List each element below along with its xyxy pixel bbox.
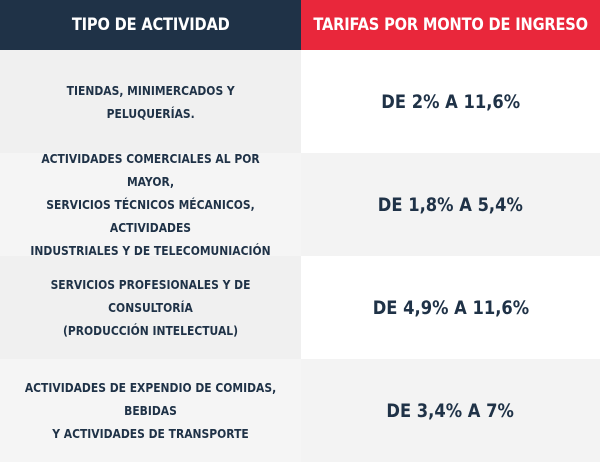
tariff-cell: DE 3,4% A 7% [301,359,600,462]
tariff-text: DE 1,8% A 5,4% [377,193,524,216]
header-tariffs-label: TARIFAS POR MONTO DE INGRESO [313,15,588,35]
header-tariffs: TARIFAS POR MONTO DE INGRESO [301,0,600,50]
table-row: ACTIVIDADES COMERCIALES AL POR MAYOR, SE… [0,151,600,258]
activity-text: ACTIVIDADES COMERCIALES AL POR MAYOR, SE… [30,151,271,258]
table-header: TIPO DE ACTIVIDAD TARIFAS POR MONTO DE I… [0,0,600,50]
header-activity-type: TIPO DE ACTIVIDAD [0,0,301,50]
activity-text: TIENDAS, MINIMERCADOS Y PELUQUERÍAS. [66,82,235,121]
tariff-cell: DE 1,8% A 5,4% [301,153,600,256]
tariff-text: DE 2% A 11,6% [381,90,520,113]
header-activity-type-label: TIPO DE ACTIVIDAD [71,15,230,35]
table-row: ACTIVIDADES DE EXPENDIO DE COMIDAS, BEBI… [0,359,600,462]
tariff-text: DE 4,9% A 11,6% [372,296,529,319]
tariff-cell: DE 2% A 11,6% [301,50,600,153]
activity-cell: TIENDAS, MINIMERCADOS Y PELUQUERÍAS. [0,50,301,153]
activity-cell: ACTIVIDADES DE EXPENDIO DE COMIDAS, BEBI… [0,359,301,462]
activity-text: ACTIVIDADES DE EXPENDIO DE COMIDAS, BEBI… [24,380,277,441]
table-row: TIENDAS, MINIMERCADOS Y PELUQUERÍAS. DE … [0,50,600,153]
tariff-text: DE 3,4% A 7% [386,399,515,422]
activity-cell: ACTIVIDADES COMERCIALES AL POR MAYOR, SE… [0,151,301,258]
tariff-cell: DE 4,9% A 11,6% [301,256,600,359]
table-row: SERVICIOS PROFESIONALES Y DE CONSULTORÍA… [0,256,600,359]
activity-text: SERVICIOS PROFESIONALES Y DE CONSULTORÍA… [50,277,251,338]
activity-cell: SERVICIOS PROFESIONALES Y DE CONSULTORÍA… [0,256,301,359]
